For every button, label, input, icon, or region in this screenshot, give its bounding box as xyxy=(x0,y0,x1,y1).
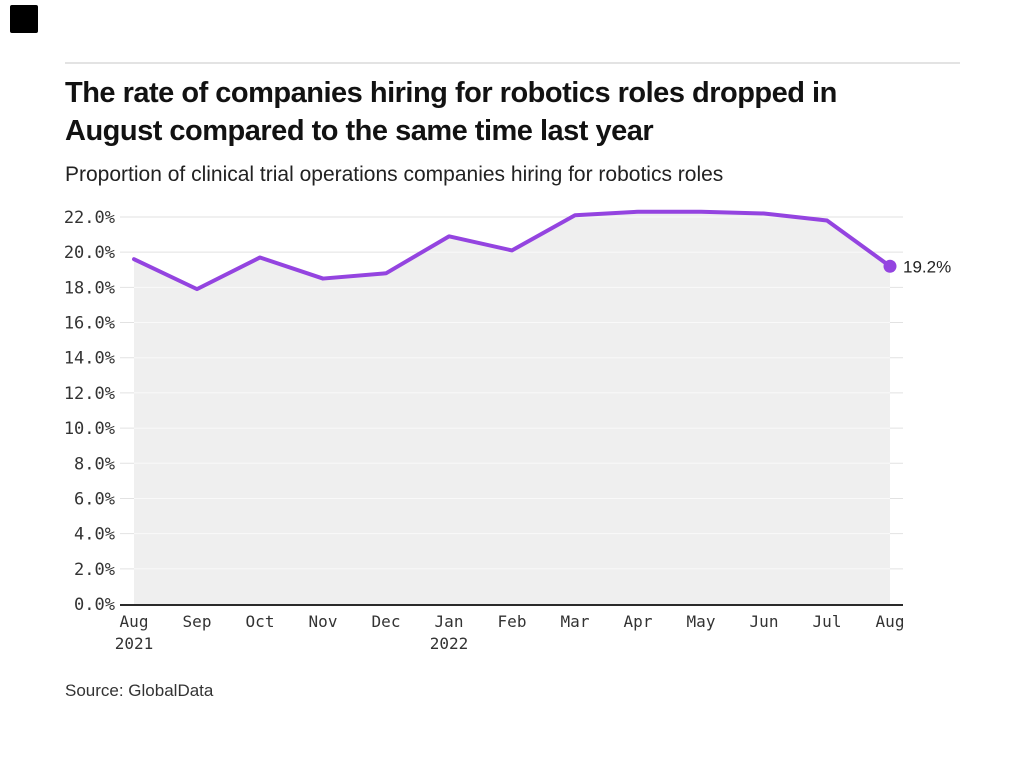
title-line-1: The rate of companies hiring for robotic… xyxy=(65,77,837,109)
x-tick-label: May xyxy=(687,612,716,631)
x-tick-label: Nov xyxy=(309,612,338,631)
end-value-label: 19.2% xyxy=(903,257,951,276)
y-tick-label: 22.0% xyxy=(64,208,115,228)
series-area xyxy=(134,211,890,605)
x-tick-label: Oct xyxy=(246,612,275,631)
x-tick-label: Aug xyxy=(120,612,149,631)
line-chart: 0.0% 2.0% 4.0% 6.0% 8.0% 10.0% 12.0% 14.0% 16.0%… xyxy=(64,208,951,653)
y-tick-label: 20.0% xyxy=(64,243,115,263)
series-end-dot xyxy=(883,259,897,273)
x-tick-label: Dec xyxy=(372,612,401,631)
title-line-2: August compared to the same time last ye… xyxy=(65,115,654,147)
y-tick-label: 4.0% xyxy=(74,525,115,545)
y-tick-label: 16.0% xyxy=(64,314,115,334)
y-tick-label: 6.0% xyxy=(74,489,115,509)
series-line xyxy=(132,209,892,292)
y-tick-label: 14.0% xyxy=(64,349,115,369)
y-tick-label: 0.0% xyxy=(74,595,115,615)
x-tick-label: Jul xyxy=(813,612,842,631)
y-tick-label: 18.0% xyxy=(64,278,115,298)
page-title: The rate of companies hiring for robotic… xyxy=(65,74,995,150)
y-tick-label: 8.0% xyxy=(74,454,115,474)
x-tick-label: Apr xyxy=(624,612,653,631)
x-tick-label: Feb xyxy=(498,612,527,631)
black-square-logo xyxy=(10,5,38,33)
y-tick-label: 2.0% xyxy=(74,560,115,580)
x-year-label: 2021 xyxy=(115,634,154,653)
x-tick-label: Jun xyxy=(750,612,779,631)
x-tick-label: Mar xyxy=(561,612,590,631)
header-divider xyxy=(65,62,960,64)
chart-subtitle: Proportion of clinical trial operations … xyxy=(65,163,724,186)
x-tick-label: Sep xyxy=(183,612,212,631)
source-note: Source: GlobalData xyxy=(65,681,214,700)
y-tick-label: 10.0% xyxy=(64,419,115,439)
x-tick-label: Jan xyxy=(435,612,464,631)
x-year-label: 2022 xyxy=(430,634,469,653)
y-tick-label: 12.0% xyxy=(64,384,115,404)
x-tick-label: Aug xyxy=(876,612,905,631)
